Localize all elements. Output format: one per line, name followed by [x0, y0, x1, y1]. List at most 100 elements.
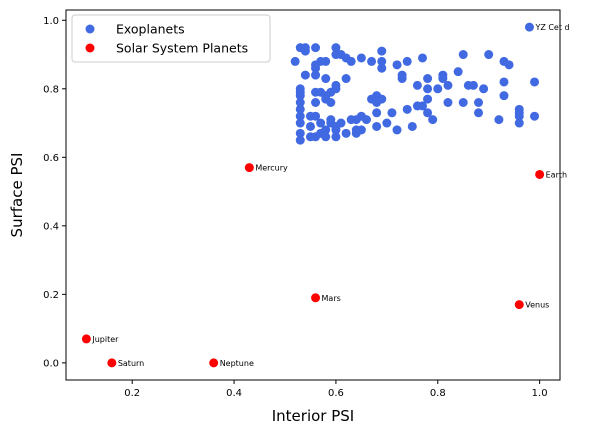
exoplanet-point [392, 125, 402, 135]
y-tick-label: 1.0 [43, 16, 59, 27]
exoplanet-point [341, 128, 351, 138]
exoplanet-point [367, 56, 377, 66]
x-tick-label: 0.2 [124, 388, 140, 399]
exoplanet-point [300, 46, 310, 56]
exoplanet-point [300, 70, 310, 80]
exoplanet-point [295, 98, 305, 107]
legend-label-exoplanets: Exoplanets [116, 22, 185, 37]
exoplanet-point [356, 125, 366, 135]
exoplanet-point [428, 115, 438, 125]
points-layer [81, 22, 545, 368]
exoplanet-point [311, 111, 321, 121]
point-annotation: Earth [546, 170, 567, 179]
exoplanet-point [402, 56, 412, 66]
solar-planet-point [535, 169, 545, 179]
x-axis-ticks: 0.2 0.4 0.6 0.8 1.0 [124, 380, 548, 399]
exoplanet-point [443, 98, 453, 107]
annotations-layer: YZ Cet d Mercury Earth Mars Venus Jupiter Satu… [91, 23, 569, 368]
solar-planet-point [514, 300, 524, 310]
exoplanet-point [377, 94, 387, 104]
exoplanet-point [530, 111, 540, 121]
exoplanet-point [417, 101, 427, 111]
y-axis-label: Surface PSI [8, 153, 26, 238]
exoplanet-point [321, 125, 331, 135]
exoplanet-point [321, 132, 331, 142]
exoplanet-point [341, 74, 351, 84]
y-axis-ticks: 0.0 0.2 0.4 0.6 0.8 1.0 [43, 16, 66, 369]
exoplanet-point [311, 70, 321, 80]
exoplanet-point [387, 108, 397, 118]
solar-planet-point [107, 358, 117, 368]
point-annotation: Venus [525, 301, 549, 310]
point-annotation: Neptune [220, 359, 254, 368]
exoplanet-point [326, 98, 336, 107]
exoplanet-point [295, 118, 305, 128]
exoplanet-point [504, 60, 514, 70]
x-axis-label: Interior PSI [272, 407, 354, 425]
y-tick-label: 0.0 [43, 358, 59, 369]
exoplanet-point [331, 43, 341, 53]
exoplanet-point [412, 80, 422, 90]
exoplanet-point [336, 118, 346, 128]
point-annotation: Mercury [255, 164, 288, 173]
exoplanet-point [423, 108, 433, 118]
y-tick-label: 0.2 [43, 290, 59, 301]
x-tick-label: 0.6 [328, 388, 344, 399]
exoplanet-point [417, 53, 427, 63]
exoplanet-point [316, 118, 326, 128]
exoplanet-point [433, 84, 443, 94]
exoplanet-point [423, 74, 433, 84]
exoplanet-point [382, 118, 392, 128]
exoplanet-point [295, 91, 305, 101]
solar-planet-point [209, 358, 219, 368]
exoplanet-point [514, 111, 524, 121]
legend-marker-solar-system [85, 43, 95, 53]
solar-planet-point [244, 163, 254, 173]
exoplanet-point [356, 53, 366, 63]
exoplanet-point [463, 80, 473, 90]
exoplanet-point [295, 128, 305, 138]
exoplanet-point [524, 22, 534, 32]
exoplanet-point [290, 56, 300, 66]
exoplanet-point [499, 77, 509, 87]
exoplanet-point [494, 115, 504, 125]
exoplanet-point [321, 74, 331, 84]
exoplanet-point [295, 135, 305, 145]
legend: Exoplanets Solar System Planets [71, 14, 271, 63]
exoplanet-point [392, 60, 402, 70]
exoplanet-point [407, 121, 417, 131]
exoplanet-point [530, 77, 540, 87]
exoplanet-point [514, 118, 524, 128]
exoplanet-point [295, 111, 305, 121]
plot-frame [65, 9, 561, 381]
point-annotation: YZ Cet d [534, 23, 569, 32]
exoplanet-point [361, 115, 371, 125]
exoplanet-point [458, 50, 468, 60]
exoplanet-point [499, 91, 509, 101]
exoplanet-point [458, 98, 468, 107]
point-annotation: Mars [322, 294, 341, 303]
y-tick-label: 0.8 [43, 84, 59, 95]
x-tick-label: 0.4 [226, 388, 242, 399]
exoplanet-point [295, 104, 305, 114]
exoplanet-point [397, 74, 407, 84]
exoplanet-point [331, 132, 341, 142]
point-annotation: Jupiter [91, 335, 119, 344]
solar-planet-point [311, 293, 321, 303]
legend-label-solar-system: Solar System Planets [116, 41, 248, 56]
x-tick-label: 0.8 [430, 388, 446, 399]
exoplanet-point [377, 46, 387, 56]
exoplanet-point [305, 121, 315, 131]
exoplanet-point [372, 108, 382, 118]
exoplanet-point [402, 104, 412, 114]
y-tick-label: 0.4 [43, 221, 59, 232]
exoplanet-point [423, 84, 433, 94]
exoplanet-point [443, 80, 453, 90]
exoplanet-point [474, 108, 484, 118]
exoplanet-point [423, 94, 433, 104]
exoplanet-point [311, 63, 321, 73]
exoplanet-point [377, 56, 387, 66]
exoplanet-point [484, 50, 494, 60]
exoplanet-point [311, 98, 321, 107]
